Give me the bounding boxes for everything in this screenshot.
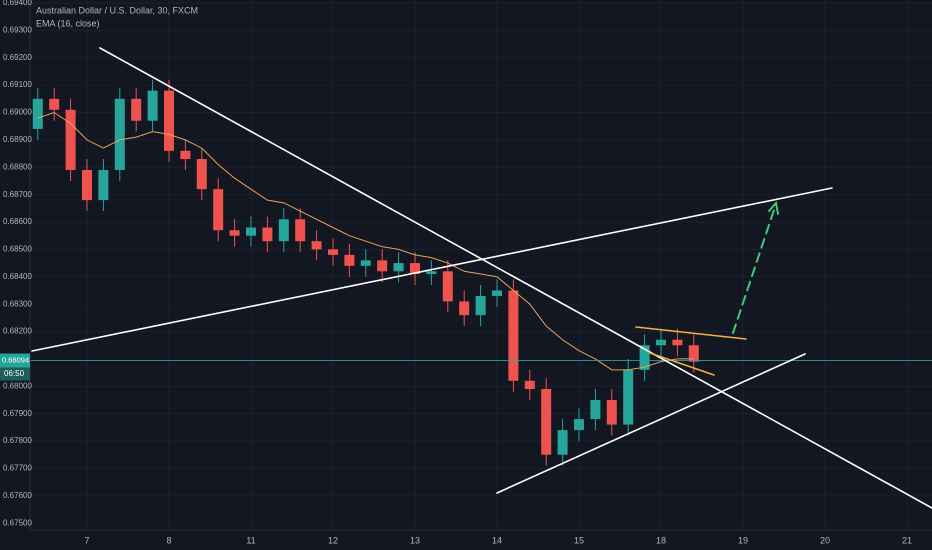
trend-line: [99, 47, 932, 509]
x-tick-label: 8: [166, 535, 171, 545]
candle-body: [163, 90, 174, 151]
x-tick-label: 20: [820, 535, 830, 545]
candle-body: [49, 98, 60, 110]
x-tick-label: 14: [492, 535, 502, 545]
y-tick-label: 0.68800: [3, 162, 32, 171]
candle-body: [196, 159, 207, 190]
y-tick-label: 0.69200: [3, 53, 32, 62]
candle-body: [262, 227, 273, 242]
candle-body: [147, 90, 158, 121]
countdown-label: 06:50: [4, 369, 25, 378]
candle-body: [606, 399, 617, 425]
y-tick-label: 0.67700: [3, 464, 32, 473]
candle-body: [180, 150, 191, 160]
candle-body: [541, 389, 552, 455]
candle-body: [65, 109, 76, 171]
candle-body: [311, 241, 322, 250]
last-price-badge: [0, 353, 30, 368]
x-tick-label: 7: [84, 535, 89, 545]
y-tick-label: 0.67900: [3, 409, 32, 418]
x-tick-label: 19: [738, 535, 748, 545]
candle-body: [557, 430, 568, 455]
x-tick-label: 21: [902, 535, 912, 545]
x-tick-label: 18: [656, 535, 666, 545]
trend-line: [496, 353, 806, 494]
y-tick-label: 0.68200: [3, 327, 32, 336]
y-tick-label: 0.67600: [3, 491, 32, 500]
candle-body: [409, 263, 420, 275]
candle-body: [393, 263, 404, 272]
x-tick-label: 15: [574, 535, 584, 545]
candle-body: [327, 249, 338, 255]
candle-body: [245, 227, 256, 236]
candle-body: [360, 260, 371, 266]
chart-title: Australian Dollar / U.S. Dollar, 30, FXC…: [36, 5, 198, 15]
candle-body: [672, 339, 683, 346]
candle-body: [131, 98, 142, 121]
candle-body: [229, 230, 240, 236]
countdown-badge: [0, 367, 30, 381]
last-price-label: 0.68094: [2, 356, 29, 365]
candle-body: [491, 290, 502, 296]
projection-arrow: [732, 206, 776, 334]
candle-body: [442, 271, 453, 302]
candle-body: [278, 219, 289, 242]
candle-body: [688, 345, 699, 362]
candle-body: [655, 339, 666, 346]
trend-line: [31, 187, 833, 352]
indicator-label: EMA (16, close): [36, 18, 100, 28]
candle-body: [213, 189, 224, 231]
candle-body: [623, 369, 634, 425]
x-tick-label: 13: [410, 535, 420, 545]
y-tick-label: 0.68000: [3, 381, 32, 390]
candle-body: [508, 290, 519, 381]
y-tick-label: 0.69100: [3, 80, 32, 89]
candle-body: [524, 380, 535, 390]
y-tick-label: 0.68300: [3, 299, 32, 308]
candle-body: [344, 254, 355, 266]
candle-body: [295, 219, 306, 242]
candle-body: [114, 98, 125, 171]
candle-body: [475, 295, 486, 316]
y-tick-label: 0.67500: [3, 518, 32, 527]
x-tick-label: 12: [328, 535, 338, 545]
y-tick-label: 0.69000: [3, 108, 32, 117]
candle-body: [98, 170, 109, 201]
y-tick-label: 0.69400: [3, 0, 32, 7]
y-tick-label: 0.69300: [3, 25, 32, 34]
y-tick-label: 0.68500: [3, 245, 32, 254]
candle-body: [377, 260, 388, 272]
candle-body: [32, 98, 43, 129]
candle-body: [590, 399, 601, 420]
arrow-head: [768, 200, 779, 215]
axes: 0.69400 0.69300 0.69200 0.69100 0.69000 0.689…: [0, 0, 912, 545]
drawings: [31, 47, 932, 509]
candle-body: [81, 170, 92, 201]
y-tick-label: 0.68900: [3, 135, 32, 144]
y-tick-label: 0.68600: [3, 217, 32, 226]
ema-line: [37, 111, 694, 371]
grid: [30, 0, 932, 530]
candle-body: [459, 301, 470, 316]
y-tick-label: 0.68700: [3, 190, 32, 199]
plot: [30, 79, 932, 466]
candle-body: [639, 345, 650, 370]
y-tick-label: 0.68400: [3, 272, 32, 281]
candle-body: [573, 419, 584, 431]
y-tick-label: 0.67800: [3, 436, 32, 445]
pattern-line: [635, 326, 747, 340]
x-tick-label: 11: [246, 535, 255, 545]
candle-body: [426, 271, 437, 275]
pattern-line: [649, 352, 715, 376]
